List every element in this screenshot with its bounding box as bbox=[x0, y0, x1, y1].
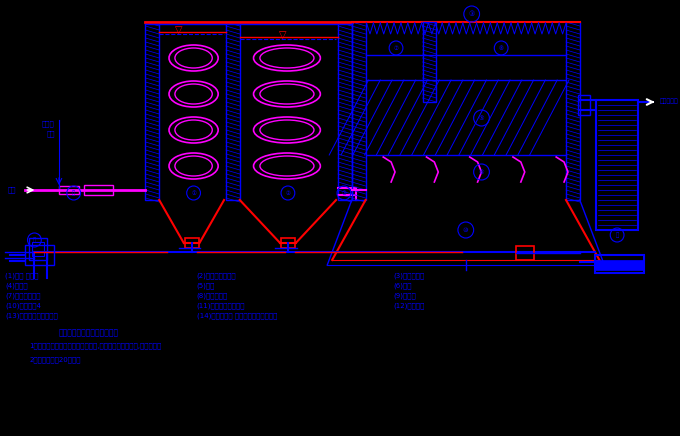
Text: ▽: ▽ bbox=[279, 30, 287, 40]
Text: ②: ② bbox=[286, 191, 290, 195]
Bar bbox=[338, 22, 352, 200]
Text: ③: ③ bbox=[341, 191, 346, 195]
Text: ⑬: ⑬ bbox=[33, 237, 36, 243]
Text: （二）、反应池主要设计数据: （二）、反应池主要设计数据 bbox=[59, 328, 119, 337]
Text: (1)进水 管道口: (1)进水 管道口 bbox=[5, 272, 38, 279]
Text: (13)反应池停泥浓缩器阀: (13)反应池停泥浓缩器阀 bbox=[5, 312, 58, 319]
Bar bbox=[516, 246, 534, 260]
Text: (4)配水管: (4)配水管 bbox=[5, 282, 27, 289]
Text: (12)反应池斗: (12)反应池斗 bbox=[393, 302, 424, 309]
Bar bbox=[352, 22, 366, 200]
Text: (10)反应池斗4: (10)反应池斗4 bbox=[5, 302, 41, 309]
Text: ⑦: ⑦ bbox=[394, 45, 398, 51]
Text: ⑤: ⑤ bbox=[479, 116, 484, 120]
Text: ⑩: ⑩ bbox=[463, 228, 469, 232]
Text: (11)反应池停泥快开鄀: (11)反应池停泥快开鄀 bbox=[197, 302, 245, 309]
Text: 2、总反应时间20分钟。: 2、总反应时间20分钟。 bbox=[29, 356, 81, 363]
Bar bbox=[594, 255, 644, 273]
Bar bbox=[594, 260, 644, 270]
Text: (8)反应集水槽: (8)反应集水槽 bbox=[197, 292, 228, 299]
Text: ⑭: ⑭ bbox=[72, 190, 75, 196]
Text: 出水至滤池: 出水至滤池 bbox=[660, 98, 678, 104]
Bar bbox=[84, 185, 113, 195]
Text: 1、反应池型式采用循流河至反应池,池分正方型钉箋六室,上下穿孔。: 1、反应池型式采用循流河至反应池,池分正方型钉箋六室,上下穿孔。 bbox=[29, 342, 162, 349]
Text: 进水: 进水 bbox=[8, 186, 16, 193]
Text: (14)管道混合器 来消及集出混合可不用: (14)管道混合器 来消及集出混合可不用 bbox=[197, 312, 277, 319]
Bar bbox=[578, 95, 590, 115]
Bar bbox=[29, 238, 47, 260]
Bar bbox=[146, 22, 159, 200]
Text: ⑪: ⑪ bbox=[615, 232, 619, 238]
Bar bbox=[422, 22, 437, 102]
Text: (9)出水管: (9)出水管 bbox=[393, 292, 416, 299]
Text: ①: ① bbox=[191, 191, 196, 195]
Text: (3)斜管沉淤池: (3)斜管沉淤池 bbox=[393, 272, 424, 279]
Bar bbox=[281, 238, 295, 248]
Text: (7)三角整聚水槽: (7)三角整聚水槽 bbox=[5, 292, 40, 299]
Text: 投加: 投加 bbox=[46, 130, 54, 136]
Text: ③: ③ bbox=[469, 11, 475, 17]
Text: (6)清水: (6)清水 bbox=[393, 282, 411, 289]
Text: ⑧: ⑧ bbox=[498, 45, 504, 51]
Text: 混凝剂: 混凝剂 bbox=[41, 120, 54, 126]
Bar bbox=[596, 100, 638, 230]
Text: ▽: ▽ bbox=[175, 25, 183, 35]
Text: (5)穿管: (5)穿管 bbox=[197, 282, 215, 289]
Text: (2)导管流速反应池: (2)导管流速反应池 bbox=[197, 272, 236, 279]
Bar bbox=[566, 22, 580, 200]
Bar bbox=[185, 238, 199, 248]
Bar bbox=[24, 245, 54, 265]
Text: ⑥: ⑥ bbox=[479, 170, 484, 174]
Bar bbox=[33, 242, 44, 256]
Bar bbox=[226, 22, 240, 200]
Bar bbox=[59, 186, 79, 194]
